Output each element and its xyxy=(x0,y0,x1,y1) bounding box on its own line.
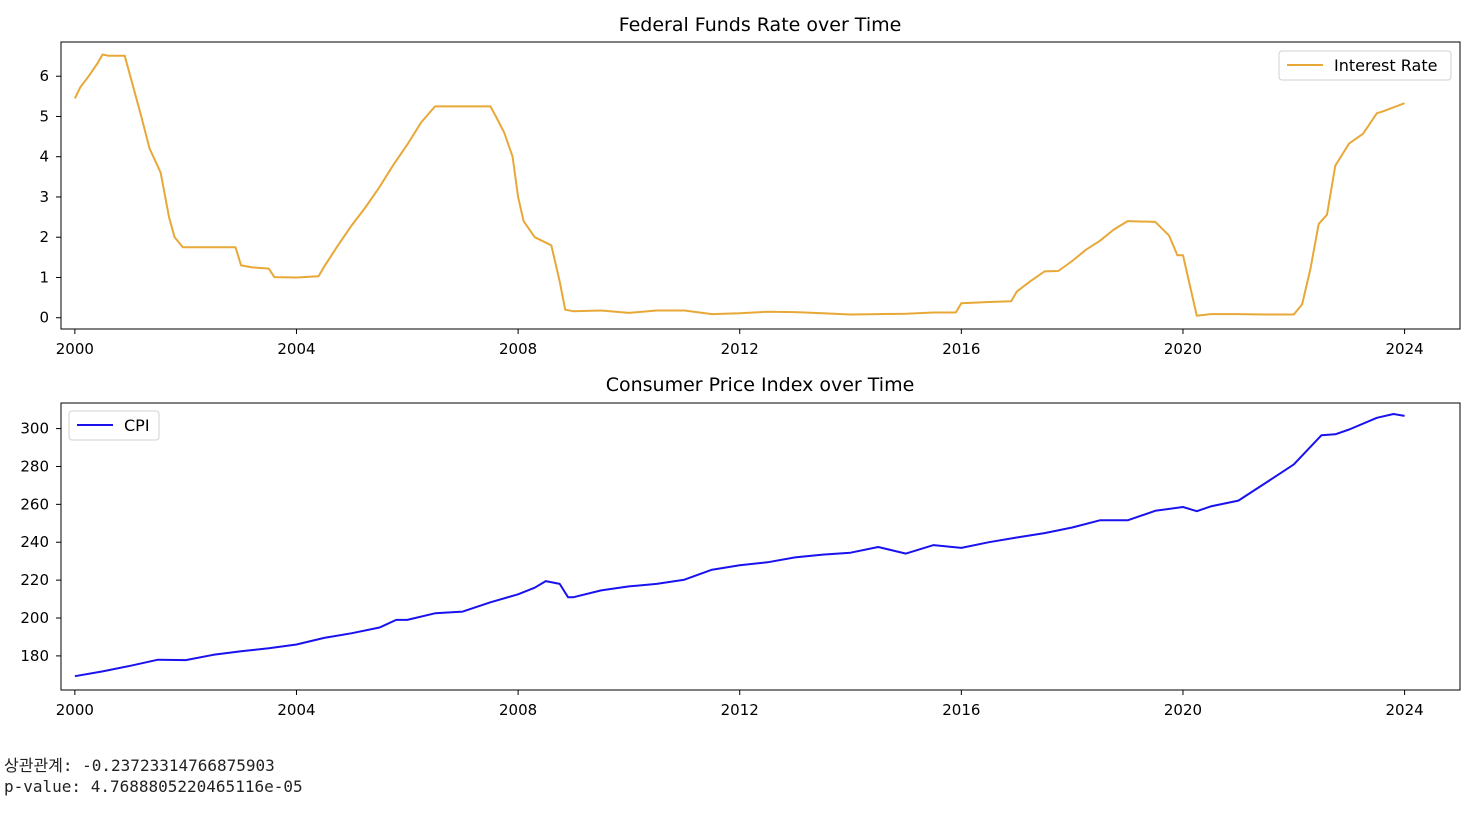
y-tick-label: 280 xyxy=(20,457,49,475)
cpi-chart: Consumer Price Index over Time 2000 2004 2… xyxy=(20,374,1461,719)
correlation-output: 상관관계: -0.23723314766875903 xyxy=(4,756,275,775)
y-tick-label: 260 xyxy=(20,495,49,513)
x-tick-label: 2004 xyxy=(277,340,315,358)
y-tick-label: 240 xyxy=(20,533,49,551)
interest-rate-chart: Federal Funds Rate over Time 2000 2004 200… xyxy=(39,14,1461,358)
chart-title: Federal Funds Rate over Time xyxy=(619,14,902,36)
series-line xyxy=(74,53,1405,317)
y-tick-label: 6 xyxy=(39,67,49,85)
pvalue-output: p-value: 4.768880522046511​6e-05 xyxy=(4,777,303,796)
y-axis: 0 1 2 3 4 5 6 xyxy=(39,67,61,327)
legend: Interest Rate xyxy=(1278,50,1452,81)
y-tick-label: 4 xyxy=(39,148,49,166)
y-tick-label: 3 xyxy=(39,188,49,206)
y-tick-label: 5 xyxy=(39,107,49,125)
x-tick-label: 2000 xyxy=(56,340,94,358)
legend-label: CPI xyxy=(124,416,150,435)
x-tick-label: 2004 xyxy=(277,701,315,719)
y-tick-label: 300 xyxy=(20,420,49,438)
legend-label: Interest Rate xyxy=(1334,56,1437,75)
y-axis: 180 200 220 240 260 280 300 xyxy=(20,420,61,665)
chart-title: Consumer Price Index over Time xyxy=(606,374,915,396)
y-tick-label: 2 xyxy=(39,228,49,246)
x-tick-label: 2008 xyxy=(499,340,537,358)
x-tick-label: 2000 xyxy=(56,701,94,719)
y-tick-label: 200 xyxy=(20,609,49,627)
x-tick-label: 2024 xyxy=(1386,340,1424,358)
x-tick-label: 2008 xyxy=(499,701,537,719)
axes-frame xyxy=(60,41,1461,330)
axes-frame xyxy=(60,402,1461,691)
legend: CPI xyxy=(68,410,160,441)
x-tick-label: 2012 xyxy=(721,340,759,358)
legend-frame xyxy=(1278,50,1452,81)
x-axis: 2000 2004 2008 2012 2016 2020 2024 xyxy=(56,329,1424,358)
x-tick-label: 2024 xyxy=(1386,701,1424,719)
x-tick-label: 2020 xyxy=(1164,701,1202,719)
x-tick-label: 2020 xyxy=(1164,340,1202,358)
legend-frame xyxy=(68,410,160,441)
plot-area xyxy=(74,53,1405,317)
x-tick-label: 2016 xyxy=(942,340,980,358)
y-tick-label: 220 xyxy=(20,571,49,589)
y-tick-label: 1 xyxy=(39,268,49,286)
figure: Federal Funds Rate over Time 2000 2004 200… xyxy=(20,14,1461,719)
x-tick-label: 2012 xyxy=(721,701,759,719)
y-tick-label: 180 xyxy=(20,647,49,665)
series-line xyxy=(74,413,1405,678)
y-tick-label: 0 xyxy=(39,309,49,327)
x-axis: 2000 2004 2008 2012 2016 2020 2024 xyxy=(56,690,1424,719)
plot-area xyxy=(74,413,1405,678)
x-tick-label: 2016 xyxy=(942,701,980,719)
